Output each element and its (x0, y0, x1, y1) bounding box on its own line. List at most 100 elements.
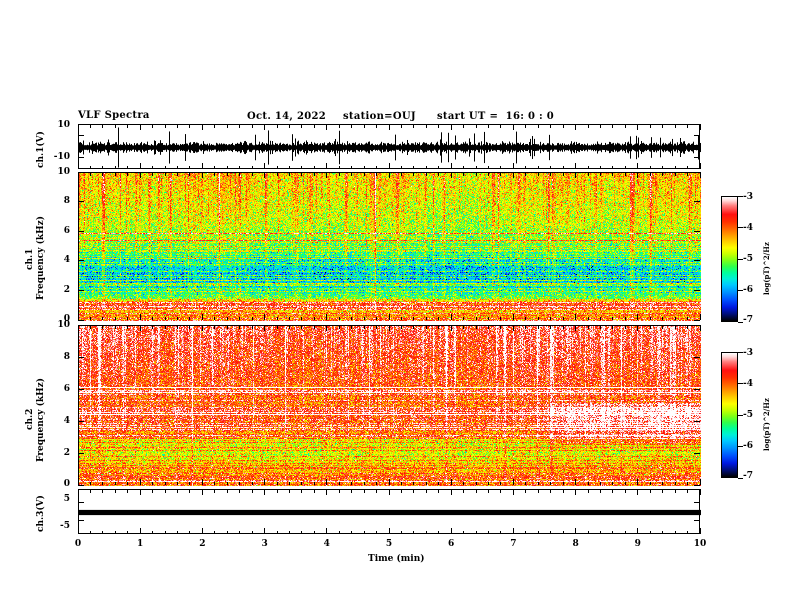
x-minor-tick (674, 325, 676, 329)
x-minor-tick (288, 530, 290, 534)
x-major-tick (326, 528, 328, 534)
x-minor-tick (674, 489, 676, 493)
colorbar-ch1-label: log(pT)^2/Hz (762, 242, 771, 295)
x-minor-tick (662, 325, 664, 329)
x-major-tick (201, 163, 203, 169)
x-major-tick (77, 489, 79, 495)
x-minor-tick (562, 316, 564, 320)
x-minor-tick (251, 172, 253, 176)
x-minor-tick (376, 481, 378, 485)
x-major-tick (77, 163, 79, 169)
x-minor-tick (425, 165, 427, 169)
x-minor-tick (301, 124, 303, 128)
x-minor-tick (587, 124, 589, 128)
x-minor-tick (674, 124, 676, 128)
x-minor-tick (89, 172, 91, 176)
x-minor-tick (599, 325, 601, 329)
y-tick (78, 388, 84, 390)
x-minor-tick (226, 325, 228, 329)
colorbar-tick (738, 383, 743, 384)
x-major-tick (637, 528, 639, 534)
x-minor-tick (351, 489, 353, 493)
x-major-tick (450, 172, 452, 178)
x-minor-tick (587, 489, 589, 493)
x-minor-tick (351, 124, 353, 128)
x-minor-tick (114, 124, 116, 128)
x-minor-tick (687, 489, 689, 493)
ch1-spectrogram-ylabel: Frequency (kHz) (36, 215, 46, 300)
x-minor-tick (301, 172, 303, 176)
x-minor-tick (475, 489, 477, 493)
y-tick (694, 356, 700, 358)
ch1-freq-tick-4: 4 (63, 255, 70, 265)
x-major-tick (77, 314, 79, 320)
x-major-tick (637, 314, 639, 320)
x-minor-tick (475, 172, 477, 176)
y-tick (78, 420, 84, 422)
x-tick-10: 10 (693, 539, 707, 549)
x-major-tick (512, 479, 514, 485)
x-minor-tick (525, 489, 527, 493)
x-minor-tick (624, 165, 626, 169)
x-minor-tick (438, 325, 440, 329)
colorbar-ch2 (721, 352, 738, 478)
x-major-tick (575, 489, 577, 495)
x-tick-7: 7 (510, 539, 517, 549)
y-tick (78, 502, 84, 503)
x-major-tick (201, 124, 203, 130)
x-tick-3: 3 (261, 539, 268, 549)
y-tick (78, 230, 84, 232)
x-minor-tick (662, 165, 664, 169)
x-minor-tick (525, 172, 527, 176)
panel-ch1-spectrogram (78, 172, 701, 321)
x-major-tick (201, 479, 203, 485)
x-minor-tick (599, 172, 601, 176)
x-minor-tick (127, 489, 129, 493)
panel-ch2-spectrogram (78, 325, 701, 486)
x-minor-tick (612, 530, 614, 534)
x-minor-tick (89, 530, 91, 534)
x-minor-tick (562, 481, 564, 485)
x-minor-tick (226, 124, 228, 128)
x-minor-tick (301, 165, 303, 169)
x-minor-tick (338, 165, 340, 169)
x-minor-tick (400, 316, 402, 320)
x-major-tick (699, 124, 701, 130)
x-minor-tick (550, 316, 552, 320)
x-minor-tick (114, 489, 116, 493)
x-minor-tick (438, 124, 440, 128)
x-minor-tick (313, 325, 315, 329)
x-minor-tick (425, 172, 427, 176)
colorbar-ch2-tick--4: -4 (743, 379, 753, 389)
x-minor-tick (475, 325, 477, 329)
x-minor-tick (177, 316, 179, 320)
figure-station: station=OUJ (343, 111, 416, 122)
x-minor-tick (413, 481, 415, 485)
x-minor-tick (463, 172, 465, 176)
y-tick (78, 520, 84, 521)
x-minor-tick (500, 325, 502, 329)
x-major-tick (139, 325, 141, 331)
x-minor-tick (102, 481, 104, 485)
x-minor-tick (363, 325, 365, 329)
x-minor-tick (649, 172, 651, 176)
x-minor-tick (587, 316, 589, 320)
x-major-tick (264, 163, 266, 169)
x-minor-tick (649, 530, 651, 534)
y-tick (694, 260, 700, 262)
x-minor-tick (599, 489, 601, 493)
x-minor-tick (288, 489, 290, 493)
colorbar-tick (738, 414, 743, 416)
x-minor-tick (177, 165, 179, 169)
x-minor-tick (376, 489, 378, 493)
x-major-tick (139, 314, 141, 320)
x-major-tick (77, 528, 79, 534)
x-minor-tick (587, 325, 589, 329)
x-major-tick (388, 325, 390, 331)
x-minor-tick (288, 124, 290, 128)
x-major-tick (637, 172, 639, 178)
x-minor-tick (313, 481, 315, 485)
x-minor-tick (488, 316, 490, 320)
x-minor-tick (649, 481, 651, 485)
ch2-freq-tick-10: 10 (57, 320, 70, 330)
